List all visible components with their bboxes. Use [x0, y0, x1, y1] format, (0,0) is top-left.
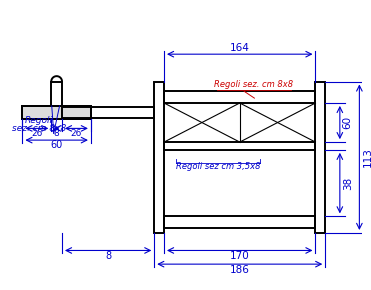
Bar	[62, 107, 154, 118]
Text: Regoli sez. cm 8x8: Regoli sez. cm 8x8	[214, 80, 293, 89]
Text: 8: 8	[105, 251, 111, 261]
Text: 170: 170	[230, 251, 250, 261]
Bar	[154, 81, 164, 233]
Bar	[164, 142, 315, 150]
Bar	[315, 81, 325, 233]
Bar	[164, 216, 315, 228]
Text: 113: 113	[363, 147, 371, 167]
Text: 38: 38	[343, 176, 353, 190]
Bar	[51, 81, 62, 106]
Bar	[23, 106, 91, 119]
Text: Regoli: Regoli	[25, 117, 53, 126]
Text: 8: 8	[54, 129, 59, 138]
Text: sez. cm 8x8: sez. cm 8x8	[12, 124, 66, 133]
Bar	[23, 106, 91, 119]
Text: 26: 26	[71, 129, 82, 138]
Text: 60: 60	[343, 116, 353, 129]
Text: 26: 26	[31, 129, 43, 138]
Bar	[164, 91, 315, 103]
Text: 60: 60	[50, 140, 63, 150]
Text: 164: 164	[230, 43, 250, 53]
Text: Regoli sez cm 3,5x8: Regoli sez cm 3,5x8	[175, 162, 260, 171]
Text: 186: 186	[230, 265, 250, 275]
